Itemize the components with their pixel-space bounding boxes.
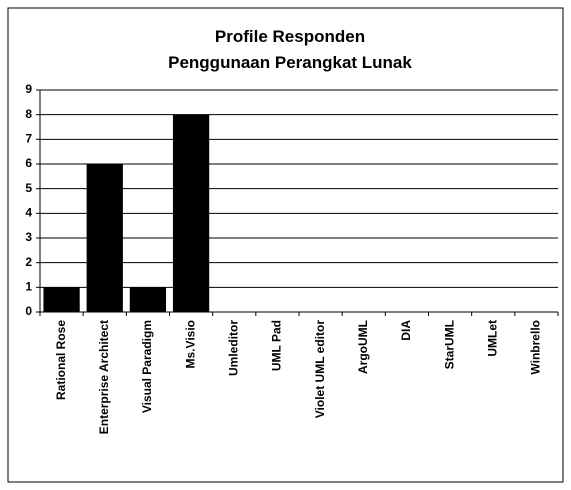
bar [129, 287, 167, 312]
y-tick-label: 8 [25, 107, 32, 121]
y-tick-label: 1 [25, 280, 32, 294]
y-tick-label: 9 [25, 82, 32, 96]
y-tick-label: 0 [25, 304, 32, 318]
x-tick-label: ArgoUML [356, 320, 370, 374]
y-tick-label: 2 [25, 255, 32, 269]
x-tick-label: UML Pad [270, 320, 284, 371]
chart-title: Penggunaan Perangkat Lunak [168, 53, 412, 72]
y-tick-label: 7 [25, 132, 32, 146]
x-tick-label: UMLet [485, 320, 499, 357]
x-tick-label: Enterprise Architect [97, 320, 111, 434]
x-tick-label: Violet UML editor [313, 320, 327, 419]
bar [43, 287, 80, 312]
x-tick-label: Rational Rose [54, 320, 68, 400]
y-tick-label: 3 [25, 230, 32, 244]
bar [86, 164, 123, 312]
y-tick-label: 4 [25, 206, 32, 220]
x-tick-label: Umleditor [226, 320, 240, 376]
x-tick-label: Winbrello [529, 320, 543, 375]
x-tick-label: Ms.Visio [183, 320, 197, 368]
x-tick-label: StarUML [442, 320, 456, 369]
y-tick-label: 5 [25, 181, 32, 195]
chart-title: Profile Responden [215, 27, 365, 46]
y-tick-label: 6 [25, 156, 32, 170]
x-tick-label: Visual Paradigm [140, 320, 154, 413]
x-tick-label: DIA [399, 320, 413, 341]
bar [172, 114, 210, 313]
